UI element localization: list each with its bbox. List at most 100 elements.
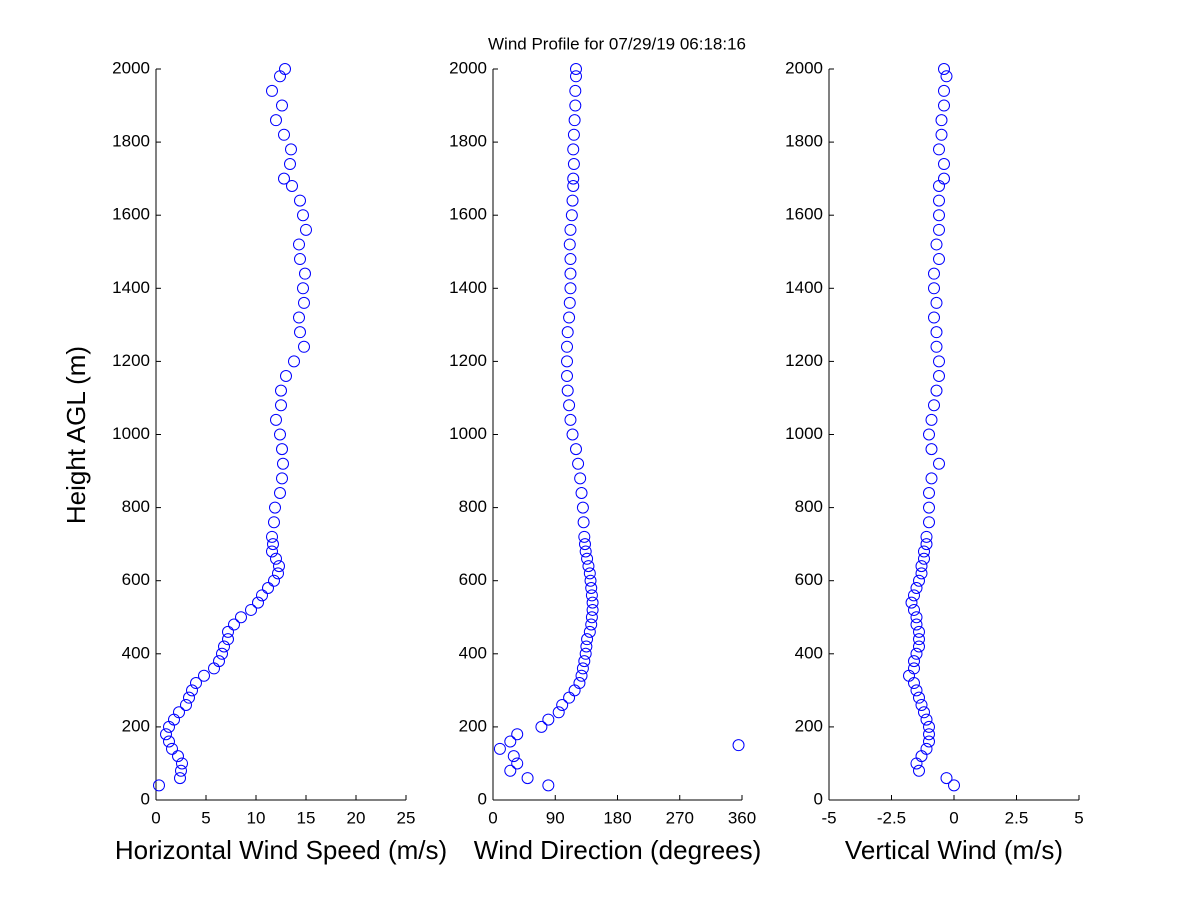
data-point: [930, 384, 943, 397]
y-tick-label: 2000: [449, 58, 487, 77]
data-point: [228, 618, 240, 631]
data-point: [925, 443, 938, 456]
data-point: [567, 128, 580, 141]
data-point: [930, 296, 943, 309]
data-point: [585, 611, 598, 624]
data-point: [938, 99, 950, 112]
data-point: [586, 603, 599, 616]
data-point: [270, 413, 282, 426]
y-tick-label: 1400: [449, 278, 487, 297]
data-point: [166, 742, 178, 755]
data-point: [198, 669, 210, 682]
data-point: [160, 728, 172, 741]
data-point: [574, 472, 587, 485]
x-tick-label: 0: [949, 808, 958, 827]
data-point: [266, 84, 278, 97]
data-point: [586, 596, 599, 609]
data-point: [573, 677, 586, 690]
y-tick-label: 1400: [785, 278, 823, 297]
data-point: [294, 326, 306, 339]
figure-title: Wind Profile for 07/29/19 06:18:16: [488, 34, 746, 53]
data-point: [920, 713, 933, 726]
data-point: [933, 223, 945, 236]
y-tick-label: 1600: [449, 205, 487, 224]
data-point: [266, 545, 278, 558]
y-tick-label: 1200: [112, 351, 150, 370]
data-point: [564, 267, 577, 280]
data-point: [585, 582, 598, 595]
data-point: [280, 370, 292, 383]
data-point: [923, 516, 935, 529]
data-point: [933, 355, 945, 368]
data-point: [180, 698, 192, 711]
y-tick-label: 400: [122, 643, 150, 662]
data-point: [266, 530, 278, 543]
data-point: [930, 238, 943, 251]
data-point: [568, 114, 581, 127]
data-point: [923, 486, 935, 499]
data-point: [561, 370, 574, 383]
data-point: [570, 443, 582, 456]
data-point: [299, 267, 311, 280]
data-point: [920, 742, 933, 755]
data-point: [173, 706, 185, 719]
data-point: [910, 647, 923, 660]
y-tick-label: 600: [795, 570, 823, 589]
data-point: [933, 253, 945, 266]
data-point: [580, 640, 593, 653]
data-point: [918, 552, 930, 565]
data-point: [925, 413, 938, 426]
data-point: [552, 706, 565, 719]
data-point: [583, 625, 596, 638]
data-point: [270, 552, 282, 565]
data-point: [561, 340, 574, 353]
y-tick-label: 1800: [785, 132, 823, 151]
y-tick-label: 0: [478, 789, 487, 808]
y-tick-label: 0: [141, 789, 150, 808]
data-point: [938, 172, 950, 185]
data-point: [582, 560, 595, 573]
y-tick-label: 600: [459, 570, 487, 589]
y-axis-label: Height AGL (m): [61, 346, 91, 524]
y-tick-label: 800: [795, 497, 823, 516]
data-point: [905, 596, 918, 609]
y-tick-label: 1200: [785, 351, 823, 370]
y-tick-label: 1800: [449, 132, 487, 151]
data-point: [285, 143, 297, 156]
data-point: [913, 691, 925, 704]
y-tick-label: 1200: [449, 351, 487, 370]
data-point: [928, 311, 940, 324]
data-point: [915, 567, 928, 580]
data-point: [915, 560, 928, 573]
x-tick-label: 15: [297, 808, 316, 827]
data-point: [272, 567, 284, 580]
data-point: [933, 370, 945, 383]
data-point: [521, 772, 534, 785]
data-point: [153, 779, 165, 792]
data-point: [570, 63, 582, 75]
data-point: [278, 128, 290, 141]
data-point: [923, 428, 935, 441]
data-point: [933, 194, 945, 207]
data-point: [565, 209, 578, 222]
data-point: [542, 779, 555, 792]
data-point: [918, 545, 930, 558]
y-tick-label: 200: [122, 716, 150, 735]
data-point: [581, 633, 594, 646]
data-point: [923, 735, 935, 748]
data-point: [935, 114, 948, 127]
data-point: [542, 713, 555, 726]
y-tick-label: 2000: [112, 58, 150, 77]
x-tick-label: 360: [728, 808, 756, 827]
data-point: [940, 70, 953, 83]
data-point: [493, 742, 506, 755]
data-point: [923, 501, 935, 514]
data-point: [274, 486, 286, 499]
data-point: [583, 567, 596, 580]
data-point: [913, 764, 925, 777]
data-point: [920, 538, 933, 551]
data-point: [569, 99, 582, 112]
data-point: [928, 399, 940, 412]
data-point: [186, 684, 198, 697]
data-point: [579, 545, 592, 558]
